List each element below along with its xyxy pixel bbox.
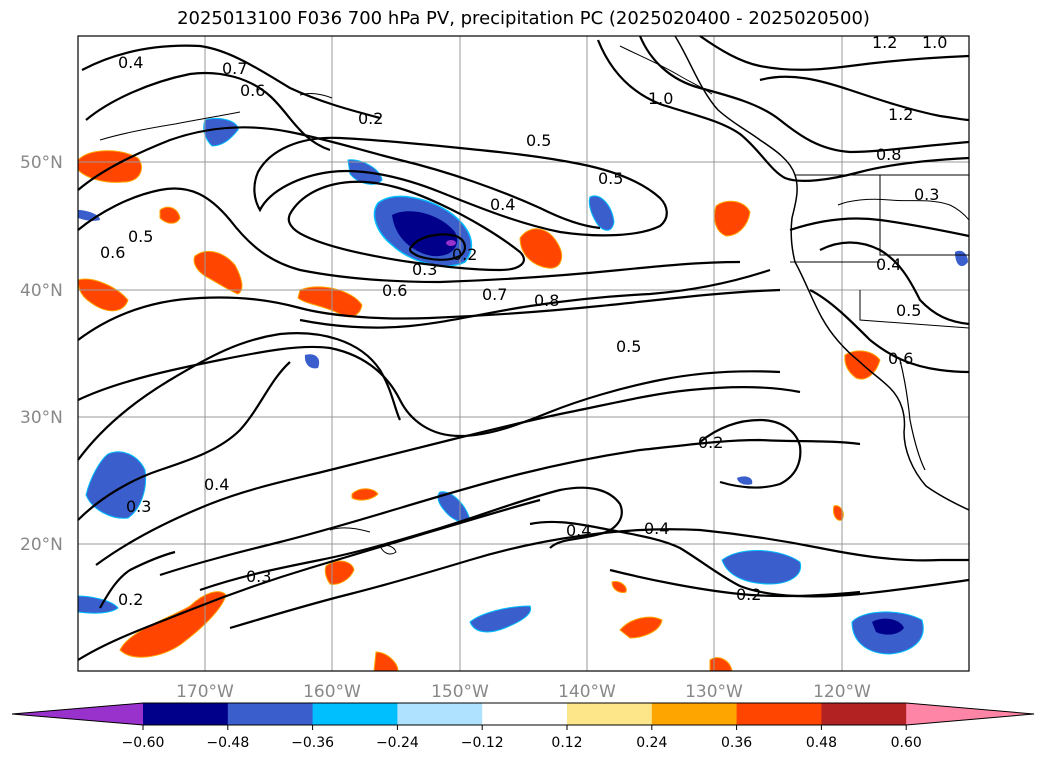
graticule [78, 36, 969, 671]
contour-label: 0.2 [698, 433, 723, 452]
contour-label: 0.5 [598, 169, 623, 188]
contour-label: 0.7 [222, 59, 247, 78]
contour-label: 0.4 [876, 255, 901, 274]
contour-label: 1.2 [888, 105, 913, 124]
contour-label: 0.4 [566, 521, 591, 540]
contour-label: 0.5 [616, 337, 641, 356]
lat-label: 20°N [20, 535, 63, 555]
contour-label: 0.5 [128, 227, 153, 246]
lon-label: 120°W [813, 682, 871, 702]
lat-label: 40°N [20, 281, 63, 301]
lat-labels: 50°N 40°N 30°N 20°N [20, 153, 63, 555]
colorbar-extend-min [12, 703, 143, 725]
colorbar-segment [567, 703, 653, 725]
colorbar-tick-label: −0.60 [122, 735, 165, 751]
precip-blob-negative-core [392, 211, 458, 257]
lat-label: 30°N [20, 408, 63, 428]
contour-labels: 0.4 0.7 0.6 0.2 0.5 0.5 0.4 0.3 0.2 0.6 … [100, 33, 947, 609]
lon-label: 150°W [431, 682, 489, 702]
colorbar-extend-max [906, 703, 1034, 725]
contour-label: 0.2 [452, 245, 477, 264]
colorbar: −0.60 −0.48 −0.36 −0.24 −0.12 0.12 0.24 0.36 0.4… [11, 702, 1035, 751]
colorbar-segment [651, 703, 738, 725]
colorbar-segment [143, 703, 229, 725]
lon-label: 140°W [558, 682, 616, 702]
colorbar-segment [312, 703, 398, 725]
colorbar-segment [482, 703, 568, 725]
colorbar-tick-label: 0.48 [806, 735, 837, 751]
contour-label: 0.4 [204, 475, 229, 494]
colorbar-tick-label: −0.12 [461, 735, 504, 751]
contour-label: 0.5 [526, 131, 551, 150]
contour-label: 0.3 [914, 185, 939, 204]
contour-label: 0.4 [644, 519, 669, 538]
contour-label: 0.6 [888, 349, 913, 368]
colorbar-tick-label: −0.36 [291, 735, 334, 751]
colorbar-segment [736, 703, 822, 725]
contour-label: 0.2 [358, 109, 383, 128]
contour-label: 0.7 [482, 285, 507, 304]
colorbar-tick-label: 0.24 [636, 735, 667, 751]
lat-label: 50°N [20, 153, 63, 173]
colorbar-segment [821, 703, 907, 725]
colorbar-tick-label: 0.36 [721, 735, 752, 751]
contour-label: 0.3 [246, 567, 271, 586]
map-frame [77, 35, 970, 672]
colorbar-tick-label: −0.24 [376, 735, 419, 751]
contour-label: 0.4 [118, 53, 143, 72]
contour-label: 0.8 [534, 291, 559, 310]
contour-label: 1.2 [872, 33, 897, 52]
lon-label: 160°W [303, 682, 361, 702]
lon-label: 170°W [176, 682, 234, 702]
contour-label: 1.0 [922, 33, 947, 52]
contour-label: 0.2 [118, 590, 143, 609]
contour-label: 0.6 [240, 81, 265, 100]
lon-label: 130°W [685, 682, 743, 702]
colorbar-tick-label: 0.12 [551, 735, 582, 751]
precip-shading [77, 117, 968, 672]
map-panel: 0.4 0.7 0.6 0.2 0.5 0.5 0.4 0.3 0.2 0.6 … [77, 33, 970, 672]
pv-contours [77, 35, 970, 661]
contour-label: 0.3 [412, 260, 437, 279]
map-title: 2025013100 F036 700 hPa PV, precipitatio… [177, 8, 870, 29]
colorbar-tick-label: 0.60 [891, 735, 922, 751]
contour-label: 0.5 [896, 301, 921, 320]
contour-label: 0.4 [490, 195, 515, 214]
contour-label: 0.8 [876, 145, 901, 164]
colorbar-segment [227, 703, 314, 725]
contour-label: 0.3 [126, 497, 151, 516]
colorbar-segment [397, 703, 483, 725]
colorbar-tick-label: −0.48 [206, 735, 249, 751]
lon-labels: 170°W 160°W 150°W 140°W 130°W 120°W [176, 682, 871, 702]
contour-label: 1.0 [648, 89, 673, 108]
contour-label: 0.2 [736, 585, 761, 604]
contour-label: 0.6 [382, 281, 407, 300]
contour-label: 0.6 [100, 243, 125, 262]
